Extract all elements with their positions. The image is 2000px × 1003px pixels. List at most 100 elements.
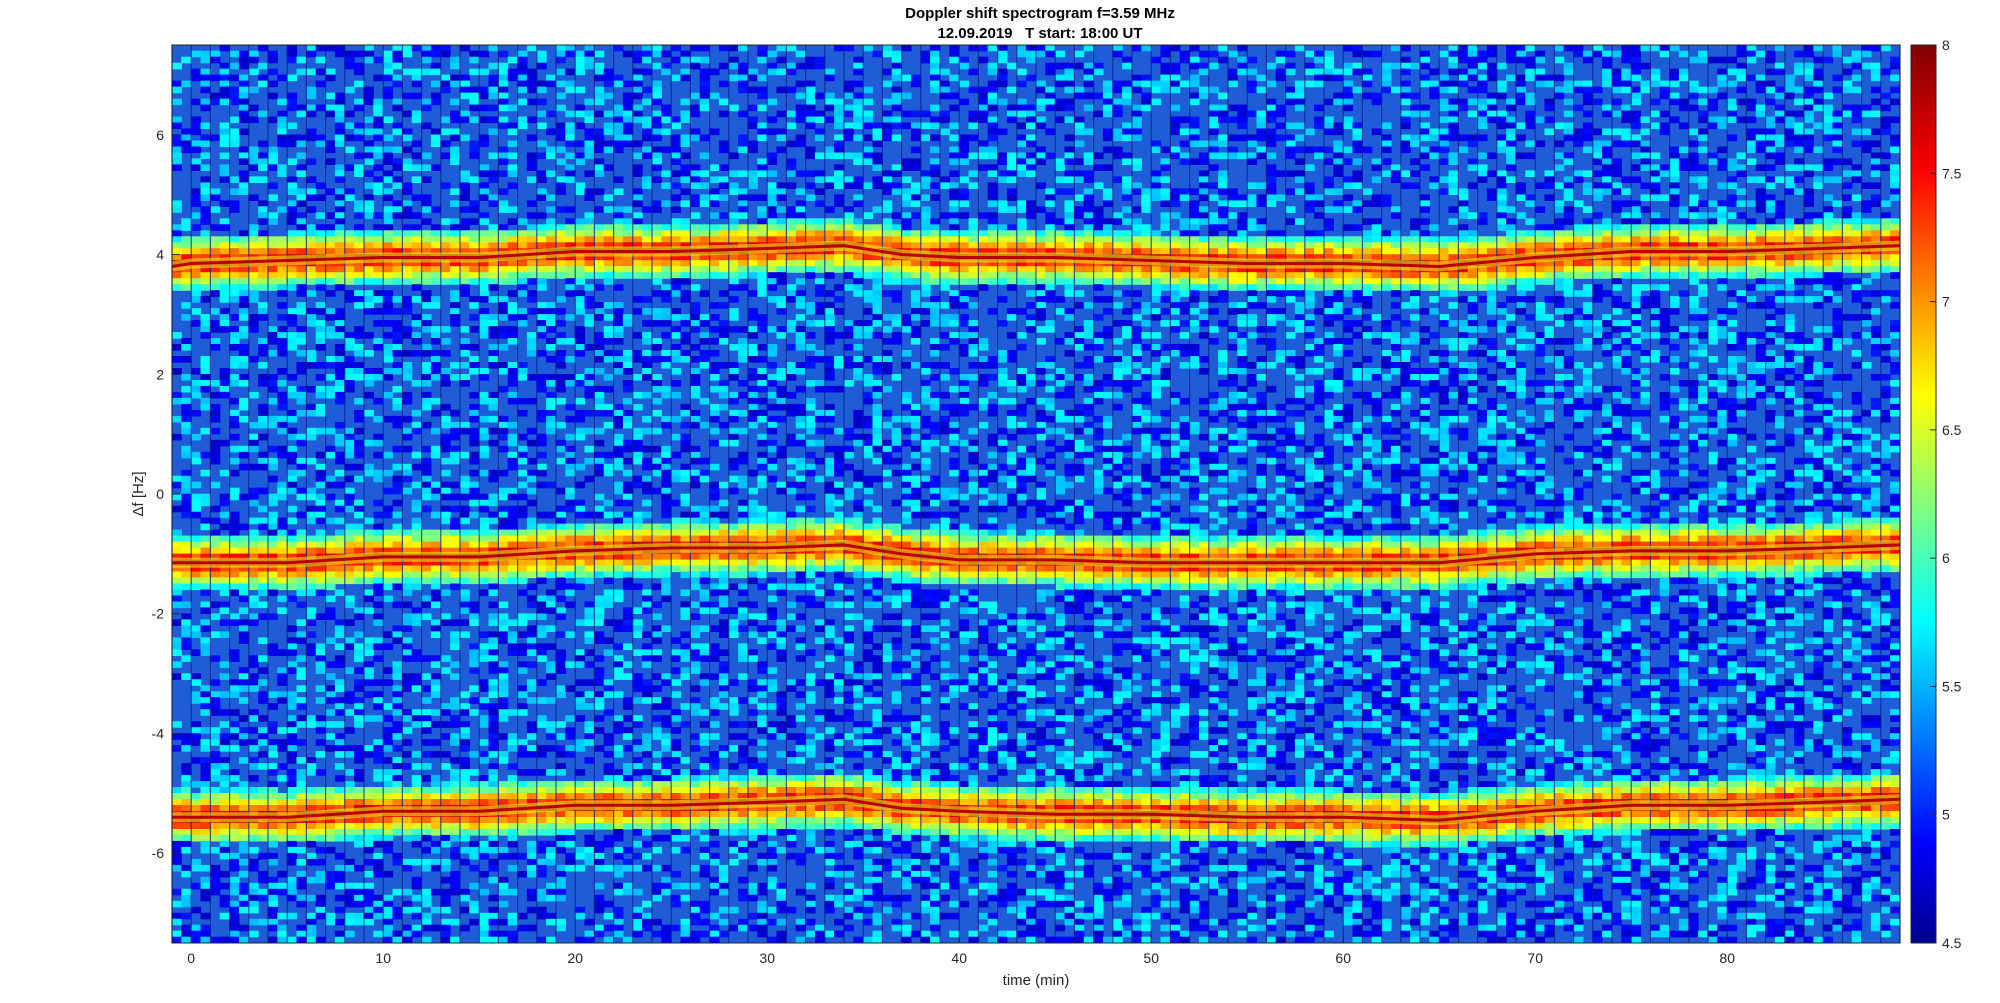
heatmap-cell [219, 170, 230, 177]
heatmap-cell [517, 236, 528, 243]
heatmap-cell [334, 50, 346, 58]
heatmap-cell [373, 739, 384, 746]
heatmap-cell [334, 469, 346, 477]
heatmap-cell [219, 589, 230, 597]
heatmap-cell [219, 224, 230, 231]
heatmap-cell [421, 296, 432, 303]
heatmap-cell [219, 535, 230, 543]
heatmap-cell [344, 745, 355, 752]
heatmap-cell [613, 218, 624, 225]
heatmap-cell [363, 44, 374, 52]
heatmap-cell [286, 882, 298, 890]
heatmap-cell [526, 571, 538, 579]
heatmap-cell [238, 894, 250, 902]
heatmap-cell [651, 565, 662, 573]
heatmap-cell [334, 176, 346, 183]
heatmap-cell [267, 805, 278, 812]
heatmap-cell [402, 751, 413, 758]
heatmap-cell [450, 152, 461, 160]
heatmap-cell [229, 685, 240, 692]
heatmap-cell [565, 254, 576, 261]
heatmap-cell [555, 92, 566, 100]
heatmap-cell [594, 667, 605, 674]
heatmap-cell [315, 751, 326, 758]
heatmap-cell [392, 332, 403, 339]
heatmap-cell [200, 188, 211, 195]
heatmap-cell [200, 74, 211, 82]
heatmap-cell [229, 248, 240, 255]
heatmap-cell [459, 224, 470, 231]
heatmap-cell [258, 409, 269, 417]
heatmap-cell [517, 451, 528, 459]
heatmap-cell [594, 727, 605, 734]
heatmap-cell [594, 86, 605, 94]
heatmap-cell [469, 176, 480, 183]
heatmap-cell [373, 433, 384, 441]
heatmap-cell [565, 380, 576, 387]
heatmap-cell [651, 601, 662, 609]
heatmap-cell [363, 799, 374, 806]
heatmap-cell [517, 62, 528, 70]
heatmap-cell [258, 547, 269, 555]
heatmap-cell [478, 194, 490, 201]
heatmap-cell [267, 338, 278, 345]
heatmap-cell [709, 703, 720, 710]
heatmap-cell [190, 583, 202, 591]
heatmap-cell [670, 236, 682, 243]
heatmap-cell [459, 727, 470, 734]
heatmap-cell [181, 535, 192, 543]
heatmap-cell [258, 667, 269, 674]
heatmap-cell [181, 475, 192, 483]
heatmap-cell [325, 44, 336, 52]
heatmap-cell [526, 906, 538, 914]
heatmap-cell [286, 385, 298, 393]
heatmap-cell [622, 793, 634, 800]
heatmap-cell [498, 326, 509, 333]
heatmap-cell [296, 338, 307, 345]
heatmap-cell [392, 242, 403, 249]
heatmap-cell [238, 86, 250, 94]
heatmap-cell [450, 757, 461, 764]
heatmap-cell [642, 912, 653, 920]
heatmap-cell [421, 242, 432, 249]
heatmap-cell [488, 571, 499, 579]
heatmap-cell [325, 583, 336, 591]
heatmap-cell [459, 487, 470, 495]
heatmap-cell [680, 236, 691, 243]
heatmap-cell [258, 308, 269, 315]
heatmap-cell [536, 98, 547, 106]
heatmap-cell [248, 547, 259, 555]
heatmap-cell [238, 888, 250, 896]
heatmap-cell [488, 362, 499, 369]
heatmap-cell [690, 781, 701, 788]
heatmap-cell [498, 936, 509, 944]
heatmap-cell [651, 146, 662, 154]
heatmap-cell [603, 685, 614, 692]
heatmap-cell [498, 74, 509, 82]
heatmap-cell [334, 350, 346, 357]
heatmap-cell [190, 242, 202, 249]
heatmap-cell [574, 535, 586, 543]
heatmap-cell [622, 559, 634, 567]
heatmap-cell [651, 206, 662, 213]
heatmap-cell [171, 799, 182, 806]
heatmap-cell [181, 673, 192, 680]
heatmap-cell [478, 493, 490, 501]
heatmap-cell [210, 631, 221, 638]
heatmap-cell [651, 338, 662, 345]
heatmap-cell [334, 266, 346, 273]
heatmap-cell [411, 523, 422, 531]
heatmap-cell [200, 799, 211, 806]
heatmap-cell [430, 140, 442, 148]
heatmap-cell [344, 463, 355, 471]
heatmap-cell [478, 296, 490, 303]
heatmap-cell [699, 852, 710, 860]
heatmap-cell [584, 613, 595, 620]
heatmap-cell [603, 565, 614, 573]
heatmap-cell [699, 565, 710, 573]
heatmap-cell [632, 811, 643, 818]
heatmap-cell [171, 595, 182, 603]
heatmap-cell [363, 146, 374, 154]
heatmap-cell [190, 649, 202, 656]
heatmap-cell [555, 613, 566, 620]
